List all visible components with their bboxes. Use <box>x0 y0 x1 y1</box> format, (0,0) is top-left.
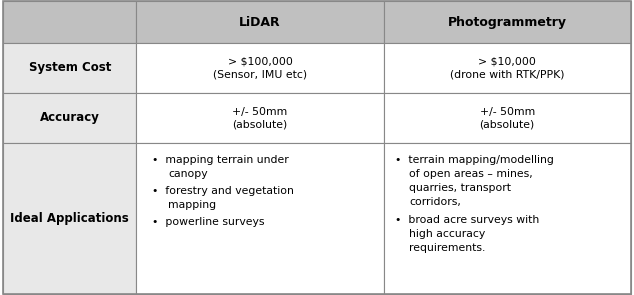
Bar <box>3 93 136 143</box>
Text: > $100,000
(Sensor, IMU etc): > $100,000 (Sensor, IMU etc) <box>213 56 307 79</box>
Text: requirements.: requirements. <box>409 243 485 253</box>
Text: +/- 50mm
(absolute): +/- 50mm (absolute) <box>479 106 535 130</box>
Text: System Cost: System Cost <box>29 61 111 74</box>
Text: Ideal Applications: Ideal Applications <box>10 212 129 225</box>
Text: corridors,: corridors, <box>409 197 461 207</box>
Bar <box>384 143 631 294</box>
Text: of open areas – mines,: of open areas – mines, <box>409 169 533 179</box>
Text: •  mapping terrain under: • mapping terrain under <box>152 155 289 165</box>
Bar <box>384 1 631 43</box>
Text: •  powerline surveys: • powerline surveys <box>152 217 264 227</box>
Text: mapping: mapping <box>168 200 216 210</box>
Text: high accuracy: high accuracy <box>409 229 485 239</box>
Text: Accuracy: Accuracy <box>40 112 100 124</box>
Text: LiDAR: LiDAR <box>239 16 281 29</box>
Bar <box>136 43 384 93</box>
Bar <box>3 43 136 93</box>
Text: •  forestry and vegetation: • forestry and vegetation <box>152 186 294 196</box>
Bar <box>384 93 631 143</box>
Text: canopy: canopy <box>168 169 208 179</box>
Text: Photogrammetry: Photogrammetry <box>448 16 567 29</box>
Bar <box>384 43 631 93</box>
Bar <box>136 93 384 143</box>
Text: •  terrain mapping/modelling: • terrain mapping/modelling <box>395 155 554 165</box>
Text: +/- 50mm
(absolute): +/- 50mm (absolute) <box>232 106 288 130</box>
Bar <box>136 143 384 294</box>
Text: •  broad acre surveys with: • broad acre surveys with <box>395 215 540 225</box>
Bar <box>3 143 136 294</box>
Bar <box>3 1 136 43</box>
Text: quarries, transport: quarries, transport <box>409 183 511 193</box>
Bar <box>136 1 384 43</box>
Text: > $10,000
(drone with RTK/PPK): > $10,000 (drone with RTK/PPK) <box>450 56 564 79</box>
